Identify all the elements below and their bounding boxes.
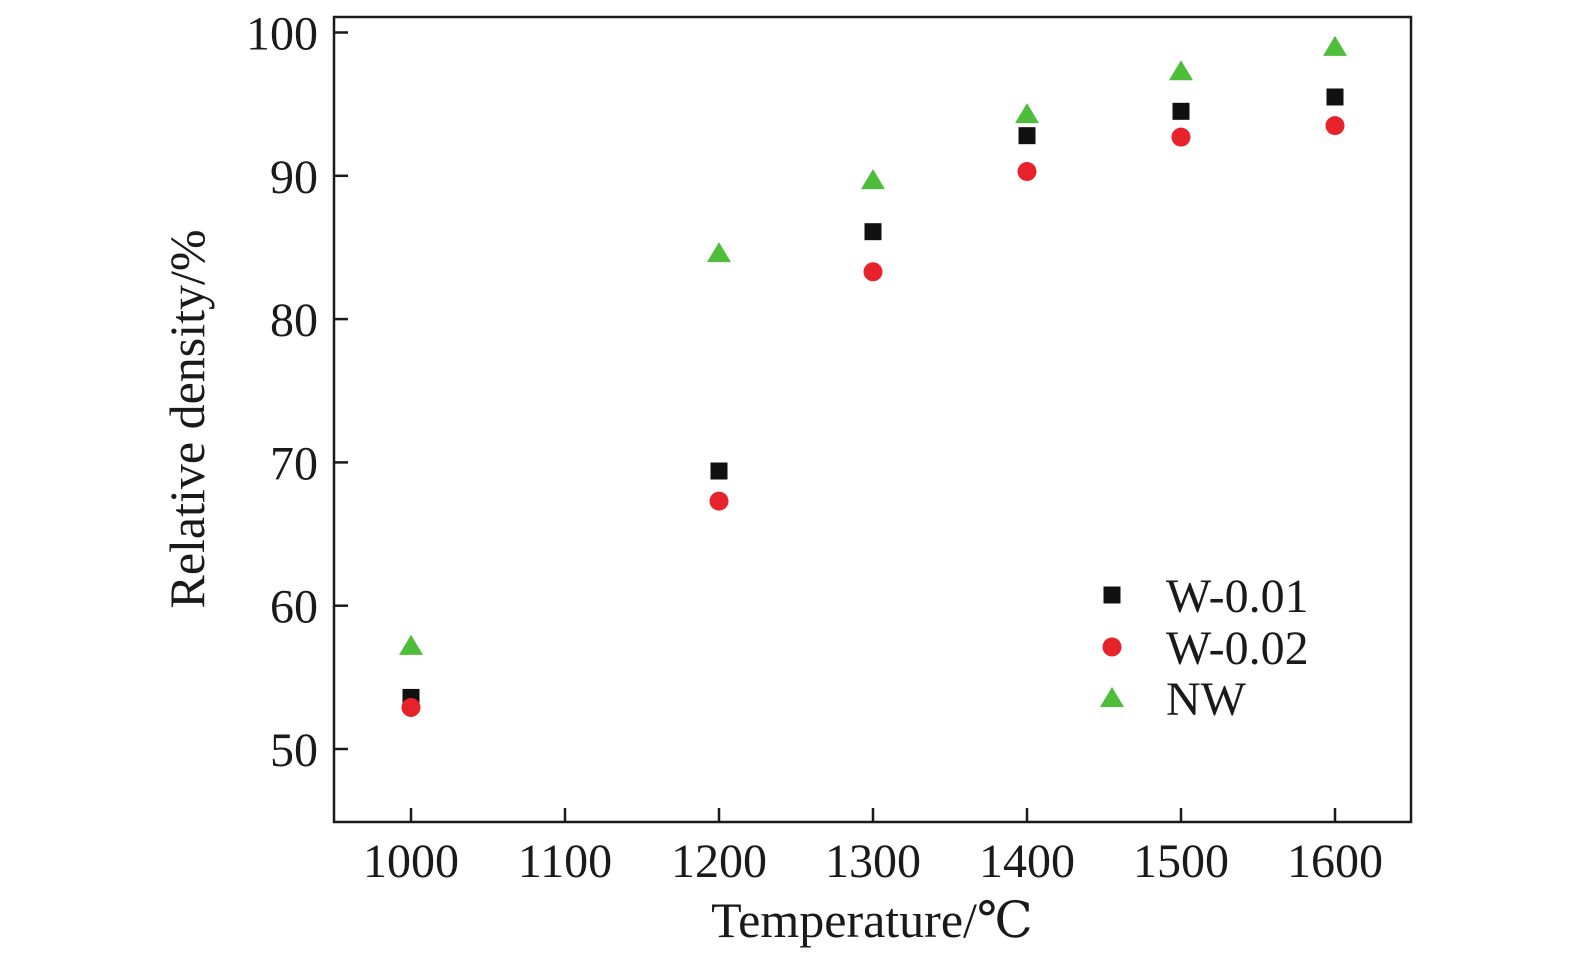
- data-point: [710, 462, 728, 480]
- y-axis-title: Relative density/%: [159, 229, 215, 608]
- plot-frame: [332, 15, 1413, 824]
- data-point: [709, 491, 729, 511]
- y-axis-ticks: 50 60 70 80 90 100: [246, 8, 348, 777]
- x-axis-title: Temperature/℃: [711, 892, 1033, 948]
- data-point: [1017, 162, 1037, 182]
- y-tick-label: 50: [270, 724, 318, 777]
- data-point: [861, 169, 885, 190]
- data-point: [401, 697, 421, 717]
- series-nw: [399, 35, 1347, 655]
- y-tick-label: 70: [270, 437, 318, 490]
- legend-label: W-0.02: [1166, 622, 1309, 675]
- y-tick-label: 100: [246, 8, 318, 61]
- data-point: [1171, 127, 1191, 147]
- data-point: [1172, 102, 1190, 120]
- legend-marker: [1100, 687, 1124, 707]
- y-tick-label: 60: [270, 581, 318, 634]
- series-w-0-02: [401, 116, 1345, 717]
- data-point: [707, 242, 731, 263]
- data-point: [399, 634, 423, 655]
- legend-marker: [1103, 586, 1121, 604]
- legend-marker: [1102, 637, 1122, 657]
- data-point: [1015, 103, 1039, 124]
- data-points: [399, 35, 1347, 717]
- data-point: [1018, 127, 1036, 145]
- data-point: [1169, 60, 1193, 81]
- legend-label: W-0.01: [1166, 570, 1309, 623]
- data-point: [863, 262, 883, 282]
- x-tick-label: 1500: [1133, 835, 1229, 888]
- x-tick-label: 1100: [518, 835, 612, 888]
- data-point: [864, 223, 882, 241]
- x-tick-label: 1000: [363, 835, 459, 888]
- data-point: [1326, 88, 1344, 106]
- y-tick-label: 80: [270, 294, 318, 347]
- y-tick-label: 90: [270, 151, 318, 204]
- data-point: [1323, 35, 1347, 56]
- x-tick-label: 1600: [1287, 835, 1383, 888]
- x-tick-label: 1200: [671, 835, 767, 888]
- x-tick-label: 1300: [825, 835, 921, 888]
- x-axis-ticks: 1000 1100 1200 1300 1400 1500 1600: [363, 808, 1383, 888]
- data-point: [1325, 116, 1345, 136]
- x-tick-label: 1400: [979, 835, 1075, 888]
- legend-label: NW: [1166, 673, 1247, 726]
